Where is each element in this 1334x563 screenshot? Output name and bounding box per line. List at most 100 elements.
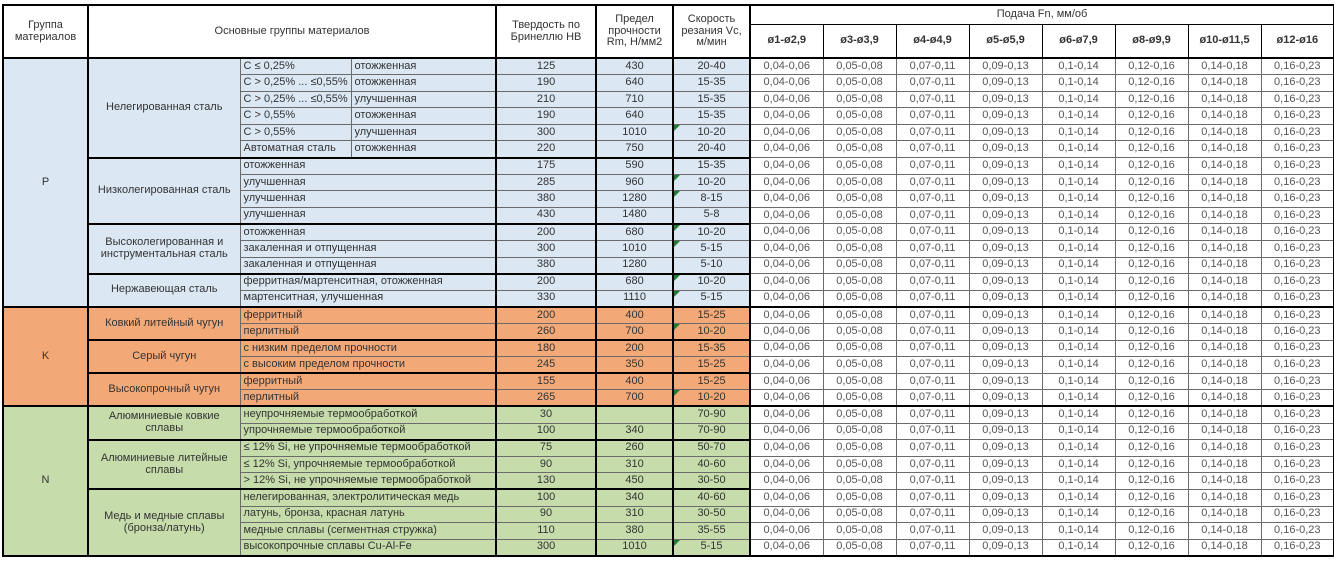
feed-cell: 0,14-0,18 bbox=[1187, 472, 1262, 490]
feed-cell: 0,07-0,11 bbox=[895, 173, 970, 192]
material-desc-cell: с высоким пределом прочности bbox=[239, 356, 497, 374]
feed-cell: 0,07-0,11 bbox=[895, 405, 970, 424]
table-row: перлитный 265 700 10-20 0,04-0,06 0,05-0,08 0,… bbox=[3, 389, 1334, 407]
feed-cell: 0,14-0,18 bbox=[1187, 405, 1262, 424]
feed-cell: 0,05-0,08 bbox=[822, 123, 897, 142]
material-desc-cell: латунь, бронза, красная латунь bbox=[239, 505, 497, 524]
header-main-material-groups: Основные группы материалов bbox=[87, 4, 497, 59]
table-row: закаленная и отпущенная 380 1280 5-10 0,04-0… bbox=[3, 256, 1334, 275]
feed-cell: 0,1-0,14 bbox=[1041, 356, 1116, 374]
feed-cell: 0,14-0,18 bbox=[1187, 157, 1262, 175]
header-diam-7: ø10-ø11,5 bbox=[1187, 23, 1262, 59]
feed-cell: 0,04-0,06 bbox=[749, 422, 824, 441]
feed-cell: 0,04-0,06 bbox=[749, 74, 824, 92]
hardness-cell: 90 bbox=[495, 455, 597, 474]
material-desc-cell: медные сплавы (сегментная стружка) bbox=[239, 522, 497, 540]
strength-cell: 640 bbox=[595, 74, 674, 92]
material-desc-cell: высокопрочные сплавы Cu-Al-Fe bbox=[239, 538, 497, 557]
feed-cell: 0,07-0,11 bbox=[895, 422, 970, 441]
hardness-cell: 180 bbox=[495, 339, 597, 358]
feed-cell: 0,07-0,11 bbox=[895, 223, 970, 242]
material-family-cell: Нержавеющая сталь bbox=[87, 272, 241, 308]
table-row: C > 0,55% отожженная 190 640 15-35 0,04-0,06 0… bbox=[3, 107, 1334, 125]
feed-cell: 0,04-0,06 bbox=[749, 439, 824, 457]
feed-cell: 0,05-0,08 bbox=[822, 488, 897, 507]
feed-cell: 0,12-0,16 bbox=[1114, 439, 1189, 457]
feed-cell: 0,12-0,16 bbox=[1114, 157, 1189, 175]
feed-cell: 0,1-0,14 bbox=[1041, 389, 1116, 407]
material-desc-cell: ≤ 12% Si, не упрочняемые термообработкой bbox=[239, 438, 497, 457]
feed-cell: 0,12-0,16 bbox=[1114, 173, 1189, 192]
cutting-speed-cell: 5-15 bbox=[672, 538, 752, 557]
feed-cell: 0,1-0,14 bbox=[1041, 538, 1116, 557]
feed-cell: 0,09-0,13 bbox=[968, 273, 1043, 291]
feed-cell: 0,14-0,18 bbox=[1187, 123, 1262, 142]
hardness-cell: 90 bbox=[495, 505, 597, 524]
hardness-cell: 100 bbox=[495, 488, 597, 507]
feed-cell: 0,14-0,18 bbox=[1187, 372, 1262, 391]
feed-cell: 0,07-0,11 bbox=[895, 356, 970, 374]
strength-cell: 1010 bbox=[595, 123, 674, 142]
feed-cell: 0,16-0,23 bbox=[1260, 505, 1334, 524]
strength-cell bbox=[595, 405, 674, 424]
feed-cell: 0,12-0,16 bbox=[1114, 123, 1189, 142]
cutting-speed-cell: 40-60 bbox=[672, 455, 752, 474]
material-desc-cell: с низким пределом прочности bbox=[239, 339, 497, 358]
feed-cell: 0,14-0,18 bbox=[1187, 107, 1262, 125]
feed-cell: 0,1-0,14 bbox=[1041, 206, 1116, 225]
cutting-speed-cell: 10-20 bbox=[672, 323, 752, 341]
header-diam-3: ø4-ø4,9 bbox=[895, 23, 970, 59]
feed-cell: 0,16-0,23 bbox=[1260, 488, 1334, 507]
feed-cell: 0,12-0,16 bbox=[1114, 405, 1189, 424]
feed-cell: 0,12-0,16 bbox=[1114, 372, 1189, 391]
strength-cell: 400 bbox=[595, 305, 674, 324]
feed-cell: 0,16-0,23 bbox=[1260, 289, 1334, 308]
feed-cell: 0,05-0,08 bbox=[822, 140, 897, 159]
carbon-content-cell: Автоматная сталь bbox=[239, 140, 352, 159]
feed-cell: 0,09-0,13 bbox=[968, 422, 1043, 441]
cutting-speed-cell: 70-90 bbox=[672, 405, 752, 424]
feed-cell: 0,09-0,13 bbox=[968, 107, 1043, 125]
feed-cell: 0,16-0,23 bbox=[1260, 538, 1334, 557]
cutting-speed-cell: 15-25 bbox=[672, 372, 752, 391]
feed-cell: 0,12-0,16 bbox=[1114, 339, 1189, 358]
feed-cell: 0,09-0,13 bbox=[968, 190, 1043, 208]
feed-cell: 0,12-0,16 bbox=[1114, 305, 1189, 324]
cutting-speed-cell: 30-50 bbox=[672, 472, 752, 490]
heat-treatment-cell: отожженная bbox=[350, 74, 497, 92]
feed-cell: 0,09-0,13 bbox=[968, 472, 1043, 490]
hardness-cell: 265 bbox=[495, 389, 597, 407]
feed-cell: 0,07-0,11 bbox=[895, 289, 970, 308]
carbon-content-cell: C ≤ 0,25% bbox=[239, 57, 352, 76]
cutting-speed-cell: 40-60 bbox=[672, 488, 752, 507]
cutting-speed-cell: 15-35 bbox=[672, 156, 752, 175]
feed-cell: 0,12-0,16 bbox=[1114, 472, 1189, 490]
feed-cell: 0,09-0,13 bbox=[968, 305, 1043, 324]
feed-cell: 0,05-0,08 bbox=[822, 240, 897, 258]
feed-cell: 0,16-0,23 bbox=[1260, 107, 1334, 125]
table-row: P Нелегированная сталь C ≤ 0,25% отожженная… bbox=[2, 57, 1334, 308]
feed-cell: 0,04-0,06 bbox=[749, 522, 824, 540]
feed-cell: 0,12-0,16 bbox=[1114, 389, 1189, 407]
feed-cell: 0,07-0,11 bbox=[895, 107, 970, 125]
feed-cell: 0,16-0,23 bbox=[1260, 405, 1334, 424]
feed-cell: 0,05-0,08 bbox=[822, 190, 897, 208]
material-family-cell: Высоколегированная и инструментальная ст… bbox=[87, 222, 241, 275]
material-family-cell: Алюминиевые ковкие сплавы bbox=[87, 405, 241, 441]
feed-cell: 0,04-0,06 bbox=[749, 107, 824, 125]
table-row: N Алюминиевые ковкие сплавы неупрочняемые … bbox=[2, 405, 1334, 557]
material-desc-cell: ферритный bbox=[239, 305, 497, 324]
feed-cell: 0,05-0,08 bbox=[822, 455, 897, 474]
hardness-cell: 300 bbox=[495, 240, 597, 258]
carbon-content-cell: C > 0,55% bbox=[239, 123, 352, 142]
feed-cell: 0,04-0,06 bbox=[749, 206, 824, 225]
feed-cell: 0,14-0,18 bbox=[1187, 256, 1262, 275]
feed-cell: 0,05-0,08 bbox=[822, 522, 897, 540]
feed-cell: 0,14-0,18 bbox=[1187, 173, 1262, 192]
feed-cell: 0,16-0,23 bbox=[1260, 57, 1334, 76]
feed-cell: 0,12-0,16 bbox=[1114, 455, 1189, 474]
feed-cell: 0,1-0,14 bbox=[1041, 173, 1116, 192]
hardness-cell: 380 bbox=[495, 256, 597, 275]
feed-cell: 0,09-0,13 bbox=[968, 206, 1043, 225]
feed-cell: 0,07-0,11 bbox=[895, 323, 970, 341]
